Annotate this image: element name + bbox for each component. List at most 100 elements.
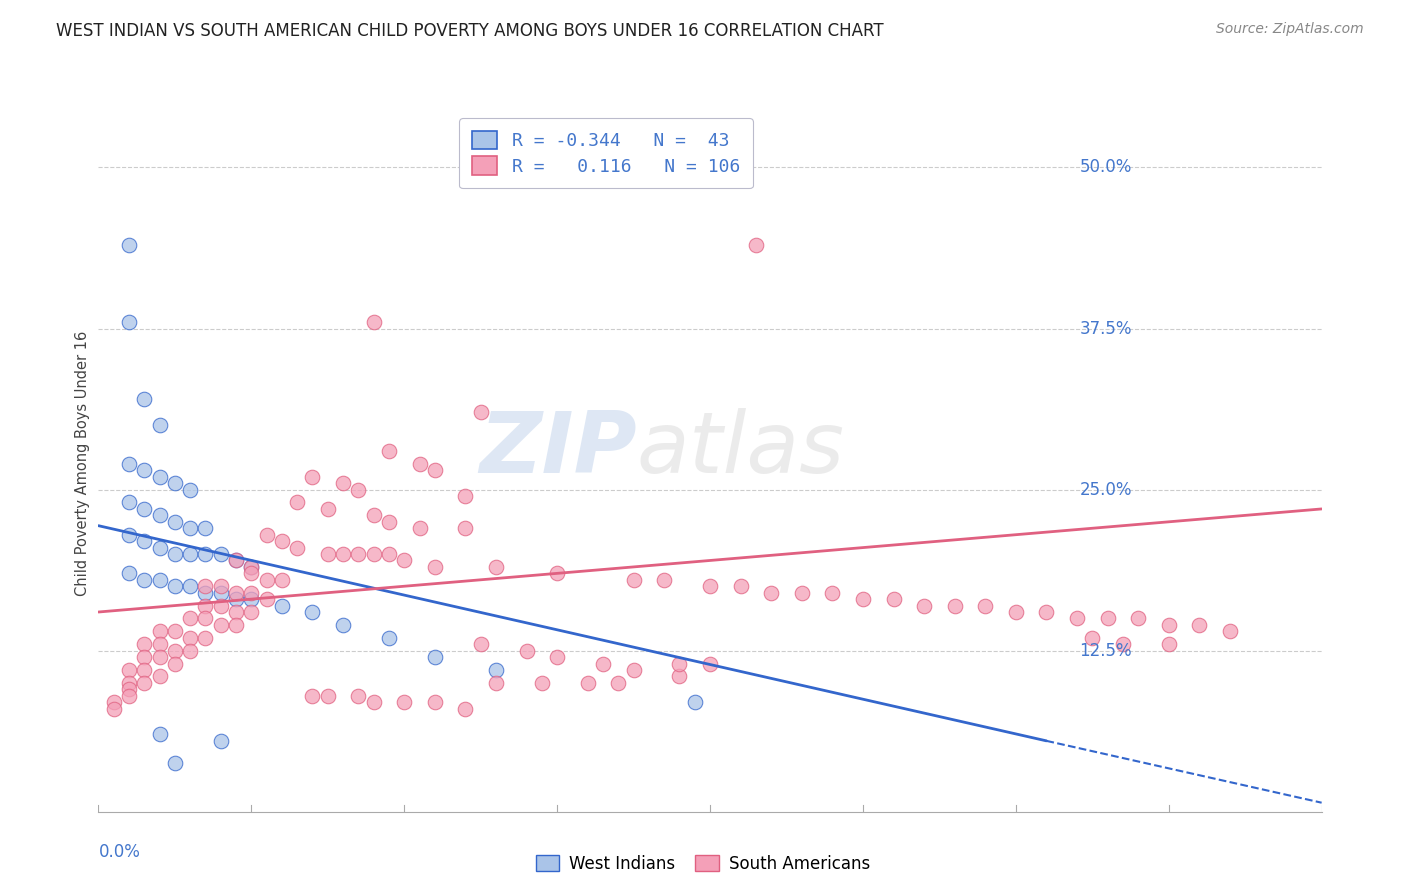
- Point: [347, 483, 370, 497]
- Point: [240, 585, 263, 599]
- Point: [194, 611, 217, 625]
- Point: [1004, 605, 1026, 619]
- Point: [363, 508, 385, 523]
- Point: [163, 579, 186, 593]
- Point: [225, 618, 247, 632]
- Point: [163, 476, 186, 491]
- Point: [118, 566, 141, 581]
- Point: [423, 560, 446, 574]
- Point: [516, 643, 538, 657]
- Point: [423, 695, 446, 709]
- Point: [363, 315, 385, 329]
- Point: [576, 676, 599, 690]
- Text: 37.5%: 37.5%: [1080, 319, 1132, 337]
- Point: [256, 527, 278, 541]
- Point: [530, 676, 553, 690]
- Point: [225, 605, 247, 619]
- Point: [363, 547, 385, 561]
- Point: [699, 579, 721, 593]
- Point: [134, 650, 156, 665]
- Point: [256, 592, 278, 607]
- Point: [470, 405, 492, 419]
- Point: [316, 689, 339, 703]
- Legend: West Indians, South Americans: West Indians, South Americans: [529, 848, 877, 880]
- Point: [149, 637, 172, 651]
- Point: [118, 527, 141, 541]
- Point: [240, 592, 263, 607]
- Point: [883, 592, 905, 607]
- Point: [852, 592, 875, 607]
- Text: WEST INDIAN VS SOUTH AMERICAN CHILD POVERTY AMONG BOYS UNDER 16 CORRELATION CHAR: WEST INDIAN VS SOUTH AMERICAN CHILD POVE…: [56, 22, 884, 40]
- Point: [225, 585, 247, 599]
- Point: [485, 676, 508, 690]
- Point: [423, 650, 446, 665]
- Point: [485, 663, 508, 677]
- Point: [1112, 637, 1135, 651]
- Point: [423, 463, 446, 477]
- Point: [652, 573, 675, 587]
- Point: [1128, 611, 1150, 625]
- Point: [194, 521, 217, 535]
- Point: [1097, 611, 1119, 625]
- Point: [821, 585, 844, 599]
- Point: [745, 237, 768, 252]
- Point: [378, 444, 401, 458]
- Point: [316, 502, 339, 516]
- Point: [240, 560, 263, 574]
- Point: [134, 534, 156, 549]
- Point: [179, 611, 201, 625]
- Point: [1081, 631, 1104, 645]
- Point: [240, 566, 263, 581]
- Point: [118, 315, 141, 329]
- Point: [1188, 618, 1211, 632]
- Point: [759, 585, 782, 599]
- Point: [454, 521, 477, 535]
- Point: [301, 689, 323, 703]
- Point: [163, 624, 186, 639]
- Point: [1219, 624, 1241, 639]
- Point: [408, 457, 430, 471]
- Point: [270, 534, 292, 549]
- Point: [209, 585, 232, 599]
- Point: [209, 734, 232, 748]
- Point: [149, 418, 172, 433]
- Point: [546, 566, 568, 581]
- Point: [134, 663, 156, 677]
- Point: [408, 521, 430, 535]
- Point: [149, 650, 172, 665]
- Point: [332, 618, 354, 632]
- Point: [103, 695, 125, 709]
- Point: [103, 701, 125, 715]
- Point: [668, 657, 690, 671]
- Point: [699, 657, 721, 671]
- Point: [485, 560, 508, 574]
- Point: [378, 547, 401, 561]
- Point: [194, 631, 217, 645]
- Text: 12.5%: 12.5%: [1080, 641, 1132, 660]
- Point: [209, 599, 232, 613]
- Point: [194, 585, 217, 599]
- Point: [179, 643, 201, 657]
- Text: ZIP: ZIP: [479, 409, 637, 491]
- Point: [163, 657, 186, 671]
- Point: [240, 560, 263, 574]
- Point: [347, 689, 370, 703]
- Point: [149, 508, 172, 523]
- Y-axis label: Child Poverty Among Boys Under 16: Child Poverty Among Boys Under 16: [75, 331, 90, 597]
- Point: [194, 547, 217, 561]
- Point: [943, 599, 966, 613]
- Point: [378, 515, 401, 529]
- Point: [790, 585, 813, 599]
- Point: [194, 579, 217, 593]
- Point: [285, 495, 308, 509]
- Point: [225, 553, 247, 567]
- Point: [149, 669, 172, 683]
- Point: [623, 663, 645, 677]
- Point: [163, 515, 186, 529]
- Point: [225, 592, 247, 607]
- Point: [592, 657, 614, 671]
- Point: [194, 599, 217, 613]
- Point: [163, 756, 186, 770]
- Point: [1035, 605, 1057, 619]
- Point: [316, 547, 339, 561]
